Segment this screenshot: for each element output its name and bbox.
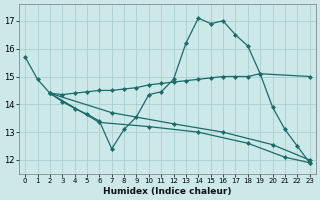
X-axis label: Humidex (Indice chaleur): Humidex (Indice chaleur): [103, 187, 232, 196]
